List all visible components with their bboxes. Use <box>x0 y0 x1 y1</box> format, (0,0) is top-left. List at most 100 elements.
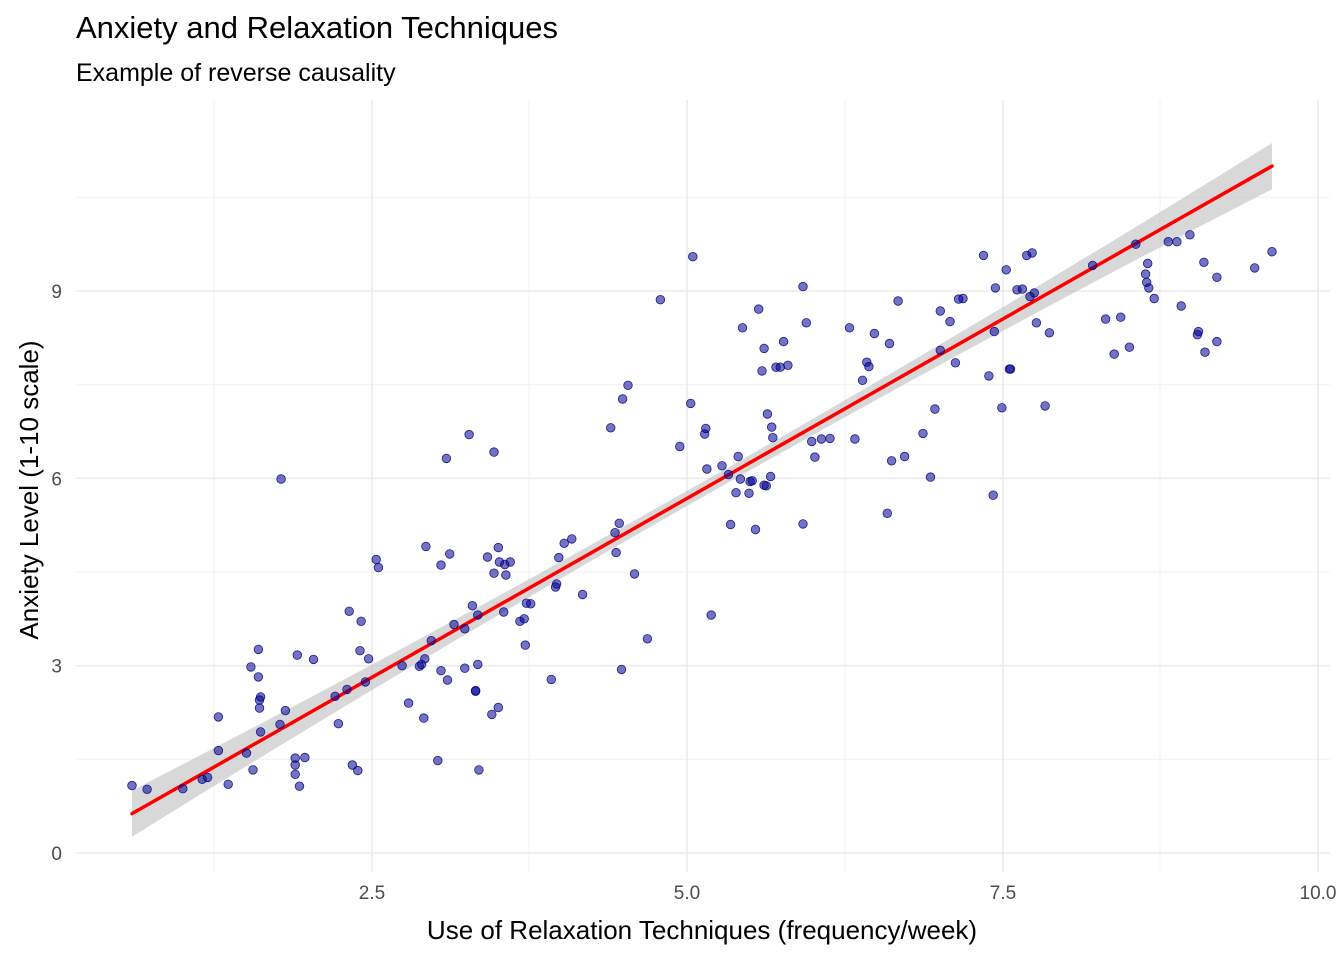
data-point <box>520 640 531 650</box>
data-point <box>1027 248 1037 258</box>
data-point <box>1163 236 1174 247</box>
y-tick-label: 0 <box>51 844 62 865</box>
data-point <box>441 453 452 464</box>
data-point <box>989 326 1000 337</box>
data-point <box>918 428 928 439</box>
data-point <box>893 296 903 306</box>
data-point <box>655 295 666 305</box>
data-point <box>473 610 483 620</box>
data-points <box>127 230 1277 795</box>
data-point <box>617 394 628 404</box>
data-point <box>464 429 474 440</box>
data-point <box>353 765 363 776</box>
data-point <box>765 471 776 482</box>
data-point <box>702 464 712 474</box>
data-point <box>816 434 827 444</box>
data-point <box>433 755 443 766</box>
data-point <box>761 481 772 491</box>
data-point <box>864 361 874 372</box>
x-tick-label: 10.0 <box>1300 883 1337 904</box>
data-point <box>990 283 1001 293</box>
data-point <box>460 624 470 634</box>
data-point <box>330 691 340 702</box>
data-point <box>213 712 224 722</box>
data-point <box>290 769 300 780</box>
x-tick-label: 5.0 <box>674 883 700 904</box>
data-point <box>1044 328 1055 338</box>
fit-line <box>130 164 1274 816</box>
data-point <box>997 403 1007 413</box>
data-point <box>1144 283 1154 293</box>
y-tick-label: 6 <box>51 469 62 490</box>
data-point <box>436 666 446 676</box>
data-point <box>1149 293 1159 304</box>
data-point <box>467 601 478 611</box>
data-point <box>546 674 557 685</box>
data-point <box>733 451 743 462</box>
data-point <box>623 380 633 391</box>
data-point <box>988 490 998 500</box>
data-point <box>308 654 319 665</box>
data-point <box>958 293 968 304</box>
data-point <box>474 765 484 775</box>
data-point <box>253 644 264 655</box>
data-point <box>419 713 429 723</box>
y-tick-label: 9 <box>51 282 62 303</box>
data-point <box>744 488 754 499</box>
data-point <box>935 345 946 356</box>
data-point <box>213 745 224 756</box>
data-point <box>614 518 625 529</box>
data-point <box>360 677 371 687</box>
data-point <box>754 304 764 314</box>
data-point <box>825 433 835 444</box>
data-point <box>493 542 504 553</box>
x-axis-ticks: 2.5 5.0 7.5 10.0 <box>359 883 1337 904</box>
data-point <box>567 534 577 544</box>
data-point <box>810 452 820 462</box>
data-point <box>882 508 893 519</box>
data-point <box>1001 265 1011 275</box>
data-point <box>1140 269 1151 279</box>
data-point <box>857 375 868 386</box>
data-point <box>202 772 213 783</box>
data-point <box>735 474 746 484</box>
data-point <box>1212 272 1222 283</box>
data-point <box>280 705 291 716</box>
data-point <box>801 318 812 328</box>
data-point <box>759 343 769 354</box>
data-point <box>223 779 233 790</box>
data-point <box>519 614 529 624</box>
data-point <box>869 328 880 339</box>
chart-title: Anxiety and Relaxation Techniques <box>76 10 558 45</box>
data-point <box>717 461 727 471</box>
data-point <box>899 451 910 462</box>
y-tick-label: 3 <box>51 657 62 678</box>
data-point <box>294 781 305 791</box>
data-point <box>767 422 777 432</box>
data-point <box>344 606 354 617</box>
data-point <box>1124 342 1135 352</box>
data-point <box>276 474 286 484</box>
data-point <box>1199 257 1209 268</box>
data-point <box>178 784 188 794</box>
data-point <box>850 434 860 444</box>
data-point <box>554 552 564 563</box>
data-point <box>460 663 470 673</box>
data-point <box>935 306 946 316</box>
data-point <box>747 476 757 486</box>
chart-subtitle: Example of reverse causality <box>76 59 396 87</box>
data-point <box>686 398 696 409</box>
data-point <box>363 654 374 664</box>
data-point <box>373 562 384 573</box>
data-point <box>397 661 407 671</box>
data-point <box>930 404 940 414</box>
data-point <box>701 423 711 434</box>
data-point <box>725 519 736 530</box>
data-point <box>757 366 767 376</box>
data-point <box>501 570 511 580</box>
data-point <box>1200 347 1210 357</box>
data-point <box>1017 284 1028 294</box>
data-point <box>342 684 352 695</box>
data-point <box>489 447 499 457</box>
